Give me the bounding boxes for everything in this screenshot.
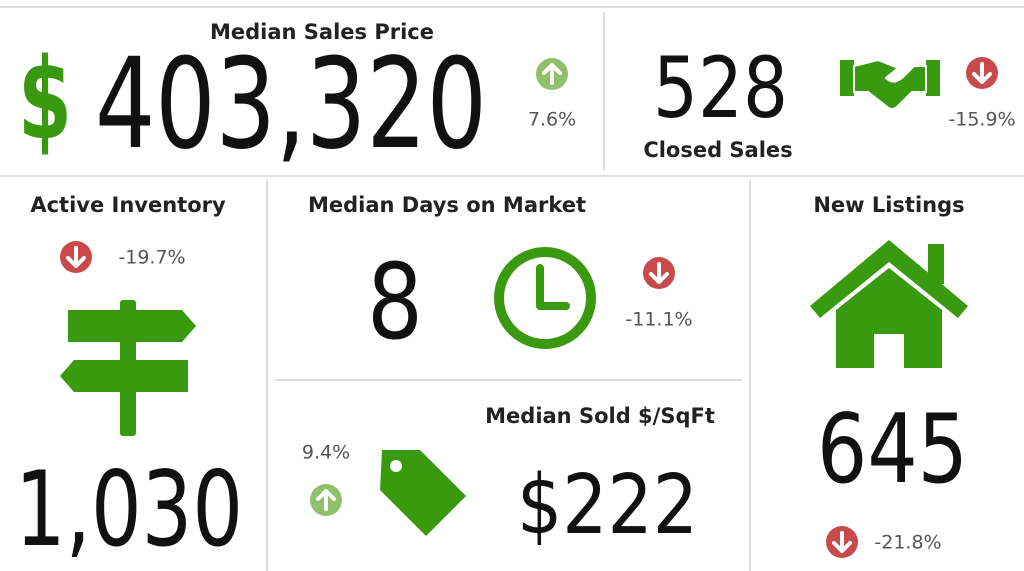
trend-arrow [310,484,342,516]
tile-change: -21.8% [874,532,941,554]
trend-arrow-glyph [66,246,86,268]
tile-value: 645 [817,395,968,505]
trend-arrow-glyph [972,62,992,84]
clock-icon [494,247,596,349]
handshake-icon [840,58,940,110]
house-icon [810,240,968,368]
tile-label: New Listings [813,193,964,217]
tile-value: 8 [367,241,423,363]
currency-symbol: $ [18,35,72,165]
tile-change: 9.4% [302,442,350,464]
tile-label: Median Days on Market [308,193,586,217]
trend-arrow-glyph [316,489,336,511]
trend-arrow-glyph [542,63,562,85]
trend-arrow [966,57,998,89]
tile-label: Median Sold $/SqFt [485,404,715,428]
tile-value: 1,030 [15,450,243,570]
trend-arrow-glyph [832,531,852,553]
trend-arrow [826,526,858,558]
tile-value: $222 [517,458,698,553]
price-tag-icon [380,450,466,536]
trend-arrow-glyph [649,262,669,284]
tile-change: 7.6% [528,109,576,131]
trend-arrow [643,257,675,289]
tile-change: -11.1% [625,309,692,331]
tile-value: 403,320 [95,32,487,177]
tile-label: Closed Sales [643,138,792,162]
tile-label: Median Sales Price [210,20,434,44]
tile-change: -19.7% [118,247,185,269]
tile-label: Active Inventory [30,193,226,217]
trend-arrow [60,241,92,273]
tile-change: -15.9% [948,109,1015,131]
signpost-icon [60,300,196,436]
trend-arrow [536,58,568,90]
tile-value: 528 [653,39,788,137]
